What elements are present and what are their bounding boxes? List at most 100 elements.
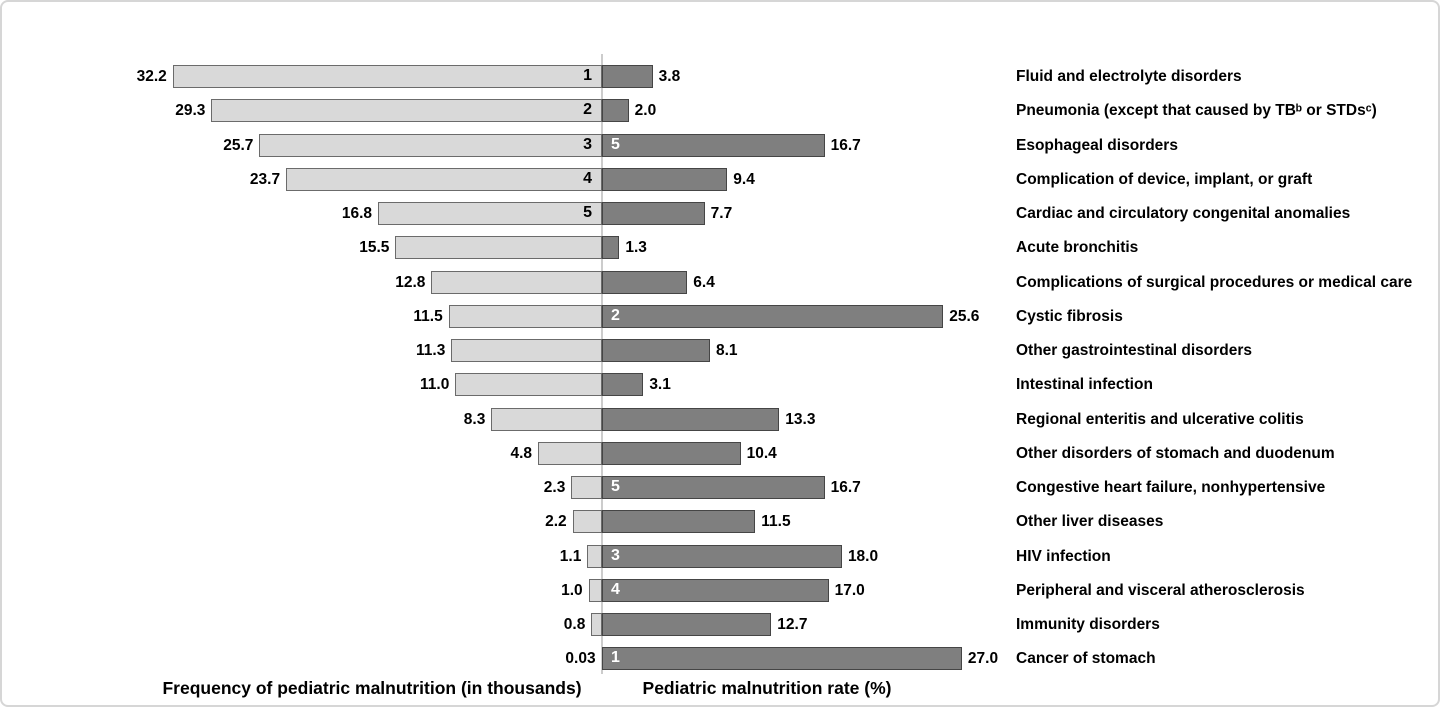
- rate-value-label: 2.0: [634, 102, 657, 120]
- rate-bar: 5: [602, 133, 825, 157]
- rate-value-label: 8.1: [715, 342, 738, 359]
- rate-bar: [602, 441, 741, 465]
- rate-value-label: 1.3: [625, 239, 647, 257]
- freq-bar: [587, 544, 602, 568]
- freq-value-label: 11.0: [420, 376, 450, 394]
- freq-value-label: 25.7: [223, 136, 254, 154]
- rate-value-label: 16.7: [830, 136, 861, 154]
- rate-bar: [602, 99, 629, 123]
- rate-rank-label: 3: [611, 546, 620, 564]
- category-label: Cancer of stomach: [1016, 650, 1156, 668]
- freq-bar: 4: [286, 167, 602, 191]
- rate-bar: [602, 270, 688, 294]
- freq-value-label: 16.8: [341, 205, 373, 222]
- rate-value-label: 12.7: [777, 616, 808, 633]
- freq-rank-label: 4: [583, 169, 592, 187]
- rate-value-label: 18.0: [847, 547, 879, 565]
- rate-value-label: 11.5: [761, 513, 791, 531]
- freq-value-label: 11.3: [416, 342, 446, 359]
- freq-value-label: 11.5: [413, 307, 443, 325]
- freq-bar: [588, 578, 602, 602]
- category-label: Peripheral and visceral atherosclerosis: [1016, 581, 1305, 599]
- freq-value-label: 12.8: [395, 273, 426, 291]
- rate-value-label: 17.0: [834, 581, 865, 599]
- rate-bar: [602, 202, 705, 225]
- freq-bar: [491, 407, 602, 431]
- category-label: Complication of device, implant, or graf…: [1016, 170, 1313, 188]
- freq-value-label: 2.3: [543, 479, 566, 496]
- category-label: Other liver diseases: [1016, 513, 1164, 531]
- rate-value-label: 6.4: [693, 273, 715, 291]
- freq-rank-label: 1: [583, 67, 592, 84]
- freq-bar: [431, 270, 602, 294]
- rate-value-label: 3.8: [658, 68, 681, 85]
- rate-bar: 3: [602, 544, 842, 568]
- rate-value-label: 16.7: [830, 479, 861, 496]
- category-label: Fluid and electrolyte disorders: [1016, 68, 1242, 85]
- freq-rank-label: 3: [583, 135, 592, 153]
- freq-bar: 3: [259, 133, 602, 157]
- freq-bar: 5: [378, 202, 602, 225]
- rate-bar: [602, 236, 620, 260]
- rate-bar: [602, 373, 644, 397]
- freq-rank-label: 2: [583, 101, 592, 119]
- freq-rank-label: 5: [583, 204, 592, 221]
- freq-bar: [538, 441, 602, 465]
- category-label: Other gastrointestinal disorders: [1016, 342, 1252, 359]
- freq-bar: [591, 613, 602, 636]
- rate-bar: [602, 510, 756, 534]
- category-label: Complications of surgical procedures or …: [1016, 273, 1413, 291]
- freq-bar: [455, 373, 602, 397]
- rate-bar: [602, 167, 728, 191]
- category-label: Other disorders of stomach and duodenum: [1016, 444, 1335, 462]
- freq-value-label: 15.5: [359, 239, 390, 257]
- rate-value-label: 13.3: [785, 410, 816, 428]
- freq-value-label: 1.0: [561, 581, 583, 599]
- freq-value-label: 8.3: [463, 410, 486, 428]
- category-label: Acute bronchitis: [1016, 239, 1139, 257]
- freq-bar: [395, 236, 602, 260]
- rate-value-label: 7.7: [710, 205, 733, 222]
- rate-value-label: 25.6: [949, 307, 980, 325]
- rate-value-label: 27.0: [967, 650, 999, 668]
- rate-value-label: 9.4: [733, 170, 755, 188]
- rate-bar: 5: [602, 476, 825, 499]
- rate-bar: [602, 613, 772, 636]
- freq-value-label: 1.1: [559, 547, 582, 565]
- rate-bar: 4: [602, 578, 829, 602]
- freq-bar: [571, 476, 602, 499]
- right-axis-title: Pediatric malnutrition rate (%): [642, 678, 892, 698]
- rate-value-label: 3.1: [649, 376, 671, 394]
- freq-bar: [451, 339, 602, 362]
- rate-value-label: 10.4: [746, 444, 777, 462]
- category-label: Cystic fibrosis: [1016, 307, 1123, 325]
- center-axis-line: [601, 54, 603, 674]
- category-label: Esophageal disorders: [1016, 136, 1178, 154]
- freq-bar: 1: [172, 65, 602, 88]
- category-label: Congestive heart failure, nonhypertensiv…: [1016, 479, 1326, 496]
- category-label: Intestinal infection: [1016, 376, 1153, 394]
- freq-value-label: 29.3: [175, 102, 206, 120]
- freq-value-label: 2.2: [545, 513, 567, 531]
- rate-bar: [602, 65, 653, 88]
- rate-bar: [602, 339, 710, 362]
- freq-value-label: 0.03: [565, 650, 596, 668]
- freq-bar: 2: [211, 99, 602, 123]
- category-label: Immunity disorders: [1016, 616, 1160, 633]
- freq-bar: [448, 304, 602, 328]
- rate-rank-label: 2: [611, 306, 620, 324]
- rate-rank-label: 5: [611, 478, 620, 495]
- freq-value-label: 4.8: [510, 444, 533, 462]
- category-label: Cardiac and circulatory congenital anoma…: [1016, 205, 1351, 222]
- category-label: Regional enteritis and ulcerative coliti…: [1016, 410, 1304, 428]
- rate-rank-label: 5: [611, 135, 620, 153]
- category-label: Pneumonia (except that caused by TBᵇ or …: [1016, 102, 1377, 120]
- left-axis-title: Frequency of pediatric malnutrition (in …: [162, 678, 582, 698]
- freq-value-label: 32.2: [136, 68, 167, 85]
- rate-rank-label: 4: [611, 580, 620, 598]
- freq-bar: [572, 510, 602, 534]
- rate-bar: [602, 407, 780, 431]
- freq-value-label: 23.7: [249, 170, 281, 188]
- rate-bar: 2: [602, 304, 944, 328]
